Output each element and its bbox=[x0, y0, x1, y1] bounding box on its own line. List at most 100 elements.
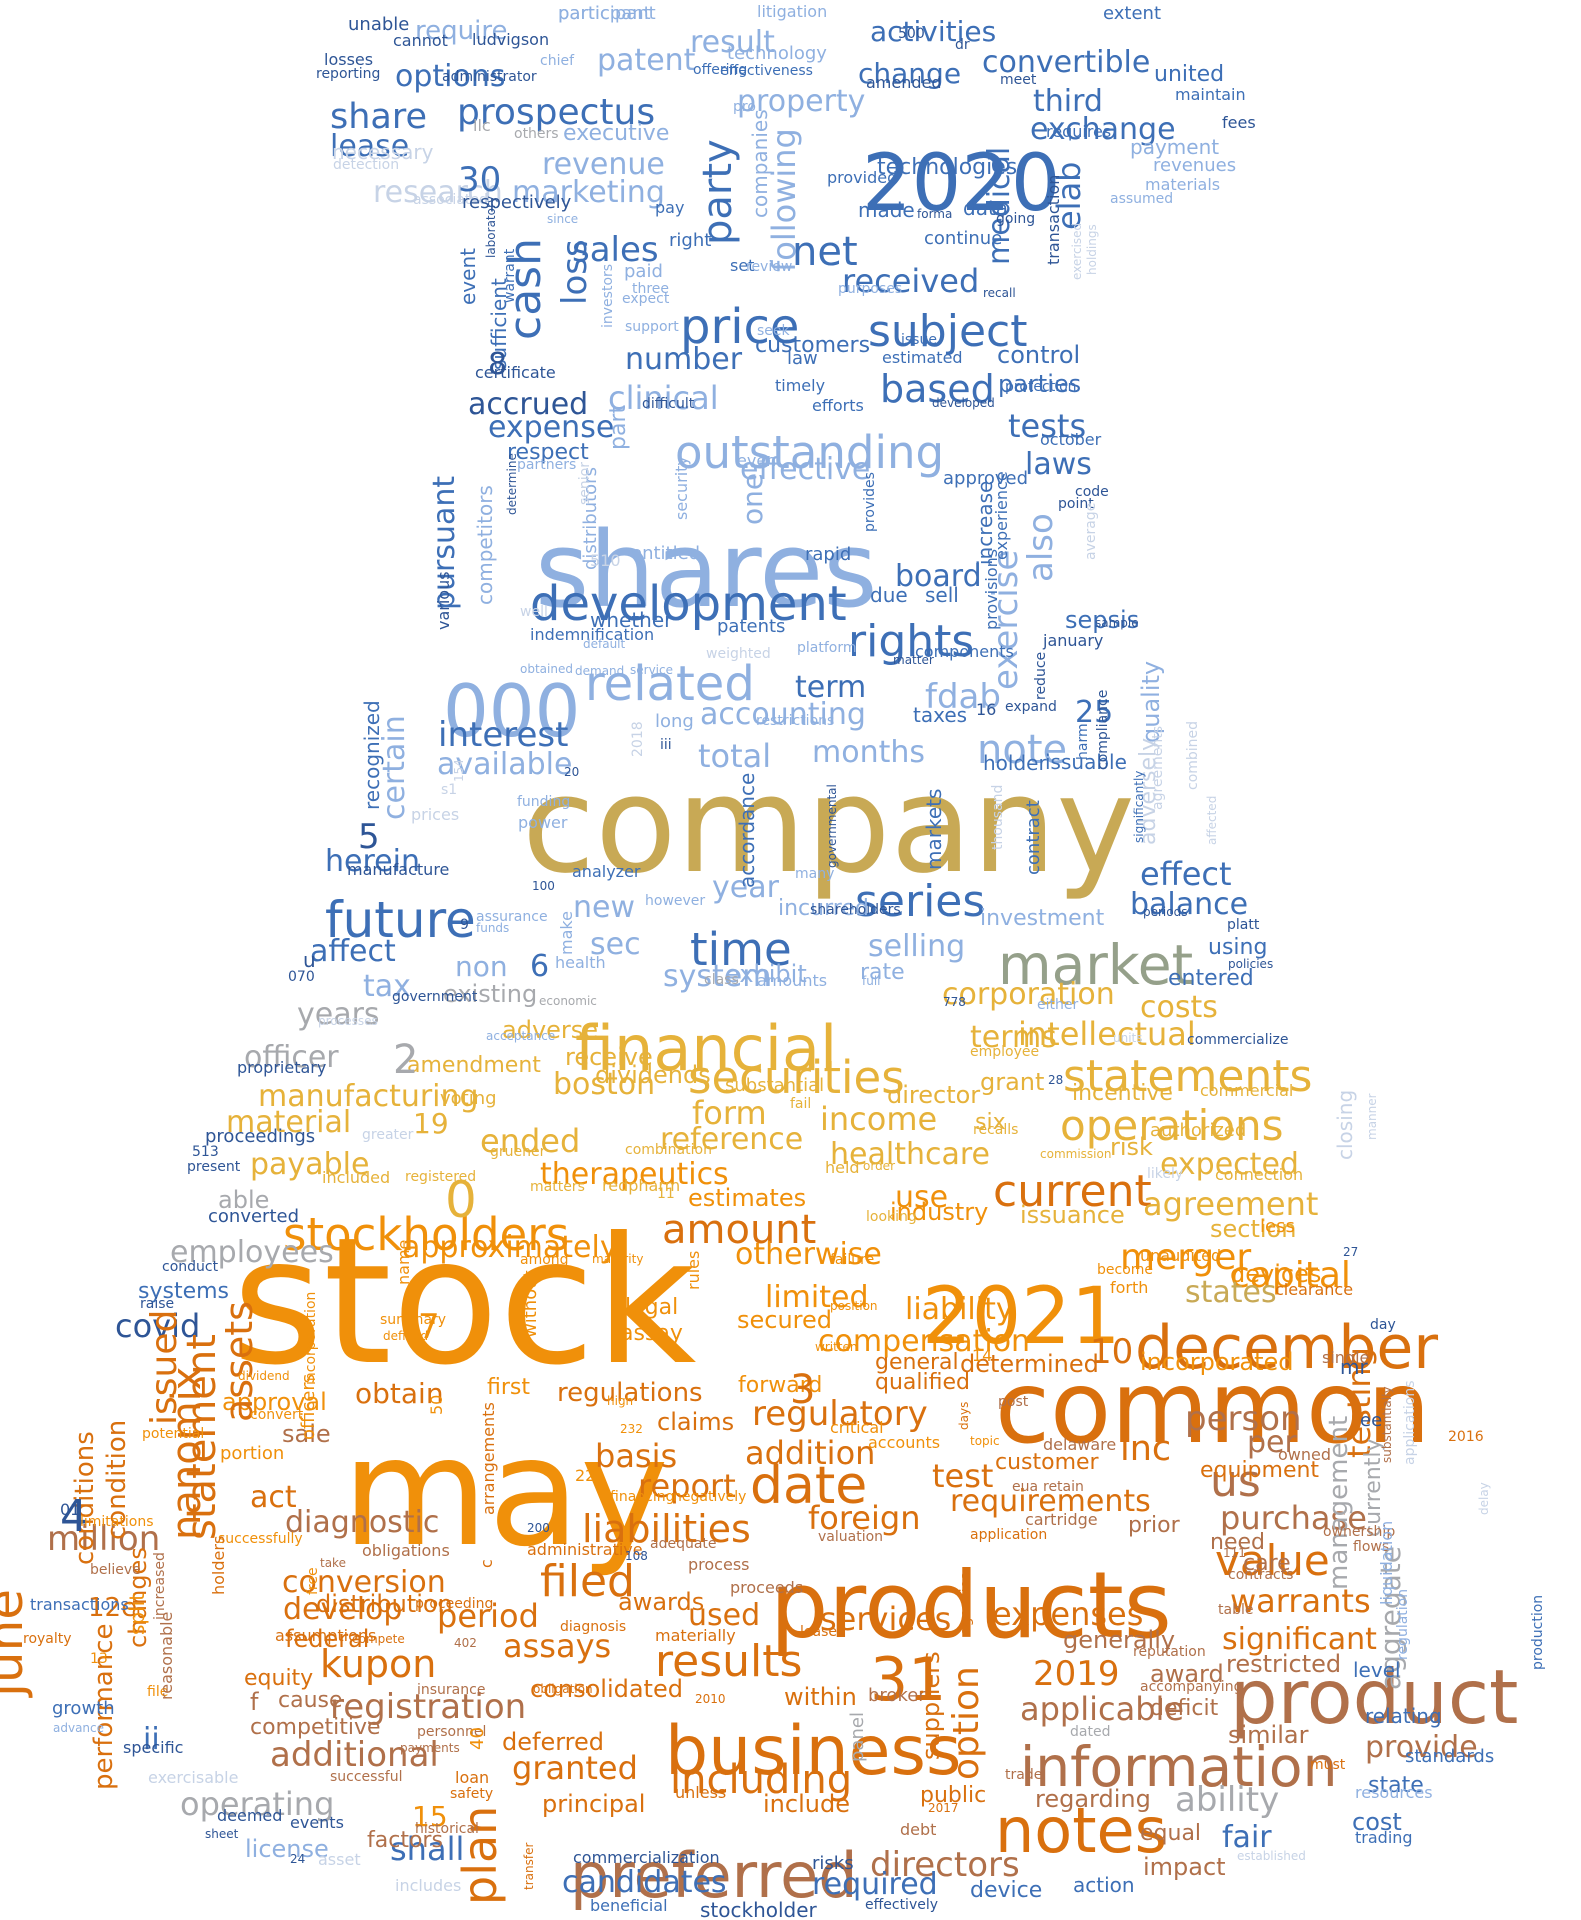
cloud-word-corporation: corporation bbox=[942, 977, 1115, 1012]
cloud-word-amendment: amendment bbox=[407, 1053, 541, 1078]
cloud-word-payments: payments bbox=[400, 1741, 460, 1755]
cloud-word-january: january bbox=[1043, 631, 1104, 650]
cloud-word-post: post bbox=[998, 1394, 1029, 1410]
cloud-word-assets: assets bbox=[217, 1301, 261, 1422]
cloud-word-delaware: delaware bbox=[1043, 1435, 1117, 1454]
cloud-word-prices: prices bbox=[411, 805, 460, 824]
cloud-word-even: even bbox=[737, 451, 777, 470]
cloud-word-clinical: clinical bbox=[608, 379, 719, 417]
cloud-word-incentive: incentive bbox=[1072, 1081, 1173, 1106]
cloud-word-affected: affected bbox=[1205, 795, 1219, 845]
cloud-word-require: require bbox=[415, 16, 508, 46]
cloud-word-revenues: revenues bbox=[1153, 155, 1237, 176]
cloud-word-since: since bbox=[547, 212, 579, 226]
cloud-word-notes: notes bbox=[995, 1794, 1167, 1867]
cloud-word-must: must bbox=[1310, 1757, 1346, 1773]
cloud-word-financing: financing bbox=[610, 1489, 675, 1505]
cloud-word-entered: entered bbox=[1168, 966, 1254, 991]
cloud-word-device: device bbox=[970, 1878, 1043, 1903]
cloud-word-acceptance: acceptance bbox=[486, 1029, 556, 1043]
cloud-word-ii: ii bbox=[143, 1722, 160, 1757]
cloud-word-includes: includes bbox=[395, 1876, 462, 1895]
cloud-word-due: due bbox=[870, 583, 908, 607]
cloud-word-insurance: insurance bbox=[417, 1682, 486, 1698]
cloud-word-issuable: issuable bbox=[1045, 750, 1127, 774]
cloud-word-processes: processes bbox=[318, 1014, 378, 1028]
cloud-word-agreement: agreement bbox=[1143, 1185, 1319, 1223]
cloud-word-provided: provided bbox=[827, 168, 898, 187]
cloud-word-shall: shall bbox=[390, 1830, 465, 1868]
cloud-word-options: options bbox=[395, 59, 506, 94]
cloud-word-make: make bbox=[557, 911, 576, 955]
cloud-word-dr: dr bbox=[955, 37, 970, 53]
cloud-word-significant: significant bbox=[1222, 1622, 1377, 1657]
cloud-word-500: 500 bbox=[898, 26, 925, 42]
cloud-word-assays: assays bbox=[503, 1627, 612, 1665]
cloud-word-8: 8 bbox=[488, 347, 508, 382]
cloud-word-negatively: negatively bbox=[673, 1489, 747, 1505]
cloud-word-effectiveness: effectiveness bbox=[720, 63, 813, 79]
cloud-word-customers: customers bbox=[755, 333, 871, 358]
cloud-word-periods: periods bbox=[1143, 905, 1188, 919]
cloud-word-outstanding: outstanding bbox=[675, 426, 945, 479]
cloud-word-matter: matter bbox=[893, 653, 934, 667]
cloud-word-substantially: substantially bbox=[1380, 1386, 1394, 1463]
cloud-word-ability: ability bbox=[1175, 1780, 1280, 1820]
cloud-word-amended: amended bbox=[866, 73, 942, 92]
cloud-word-granted: granted bbox=[512, 1749, 638, 1787]
cloud-word-greater: greater bbox=[362, 1127, 414, 1143]
cloud-word-provisions: provisions bbox=[982, 548, 1001, 630]
cloud-word-components: components bbox=[915, 642, 1014, 661]
cloud-word-dividends: dividends bbox=[595, 1061, 711, 1089]
cloud-word-losses: losses bbox=[324, 50, 374, 69]
cloud-word-approval: approval bbox=[222, 1388, 327, 1416]
cloud-word-2020: 2020 bbox=[862, 139, 1061, 229]
cloud-word-connection: connection bbox=[1215, 1165, 1304, 1184]
cloud-word-analyzer: analyzer bbox=[572, 862, 641, 881]
cloud-word-4: 4 bbox=[60, 1491, 88, 1542]
cloud-word-personnel: personnel bbox=[417, 1724, 487, 1740]
cloud-word-regulations: regulations bbox=[557, 1378, 703, 1408]
cloud-word-commercialization: commercialization bbox=[573, 1848, 720, 1867]
cloud-word-made: made bbox=[858, 198, 915, 222]
cloud-word-shares: shares bbox=[535, 509, 878, 631]
cloud-word-harm: harm bbox=[1075, 723, 1091, 760]
cloud-word-become: become bbox=[1097, 1262, 1154, 1278]
cloud-word-ludvigson: ludvigson bbox=[472, 30, 550, 49]
cloud-word-28: 28 bbox=[1048, 1073, 1064, 1087]
cloud-word-secured: secured bbox=[737, 1306, 833, 1334]
cloud-word-exchange: exchange bbox=[1030, 112, 1176, 147]
cloud-word-advance: advance bbox=[53, 1721, 105, 1735]
cloud-word-2017: 2017 bbox=[928, 1801, 959, 1815]
cloud-word-october: october bbox=[1040, 430, 1102, 449]
cloud-word-preferred: preferred bbox=[570, 1839, 858, 1912]
cloud-word-use: use bbox=[895, 1180, 949, 1215]
cloud-word-claims: claims bbox=[657, 1408, 735, 1436]
cloud-word-point: point bbox=[1058, 496, 1094, 512]
cloud-word-24: 24 bbox=[290, 1852, 306, 1866]
cloud-word-using: using bbox=[1208, 935, 1268, 960]
cloud-word-compliance: compliance bbox=[1095, 689, 1111, 770]
cloud-word-economic: economic bbox=[539, 994, 597, 1008]
cloud-word-payment: payment bbox=[1130, 135, 1220, 159]
cloud-word-estimates: estimates bbox=[688, 1184, 807, 1212]
cloud-word-50: 50 bbox=[427, 1394, 446, 1415]
cloud-word-based: based bbox=[880, 367, 995, 411]
cloud-word-total: total bbox=[698, 737, 772, 775]
cloud-word-deemed: deemed bbox=[217, 1806, 283, 1825]
cloud-word-successful: successful bbox=[330, 1769, 403, 1785]
cloud-word-forward: forward bbox=[738, 1373, 823, 1398]
cloud-word-per: per bbox=[1247, 1425, 1297, 1460]
cloud-word-estimated: estimated bbox=[882, 348, 963, 367]
cloud-word-40: 40 bbox=[467, 1727, 488, 1750]
cloud-word-limited: limited bbox=[765, 1280, 869, 1315]
cloud-word-december: december bbox=[1135, 1313, 1439, 1383]
cloud-word-11: 11 bbox=[657, 1186, 675, 1202]
cloud-word-contracts: contracts bbox=[1228, 1567, 1294, 1583]
cloud-word-right: right bbox=[669, 230, 712, 251]
cloud-word-diagnosis: diagnosis bbox=[560, 1619, 627, 1635]
cloud-word-boston: boston bbox=[553, 1067, 656, 1102]
cloud-word-directors: directors bbox=[870, 1845, 1020, 1885]
cloud-word-ended: ended bbox=[480, 1122, 581, 1160]
cloud-word-adverse: adverse bbox=[502, 1016, 599, 1044]
